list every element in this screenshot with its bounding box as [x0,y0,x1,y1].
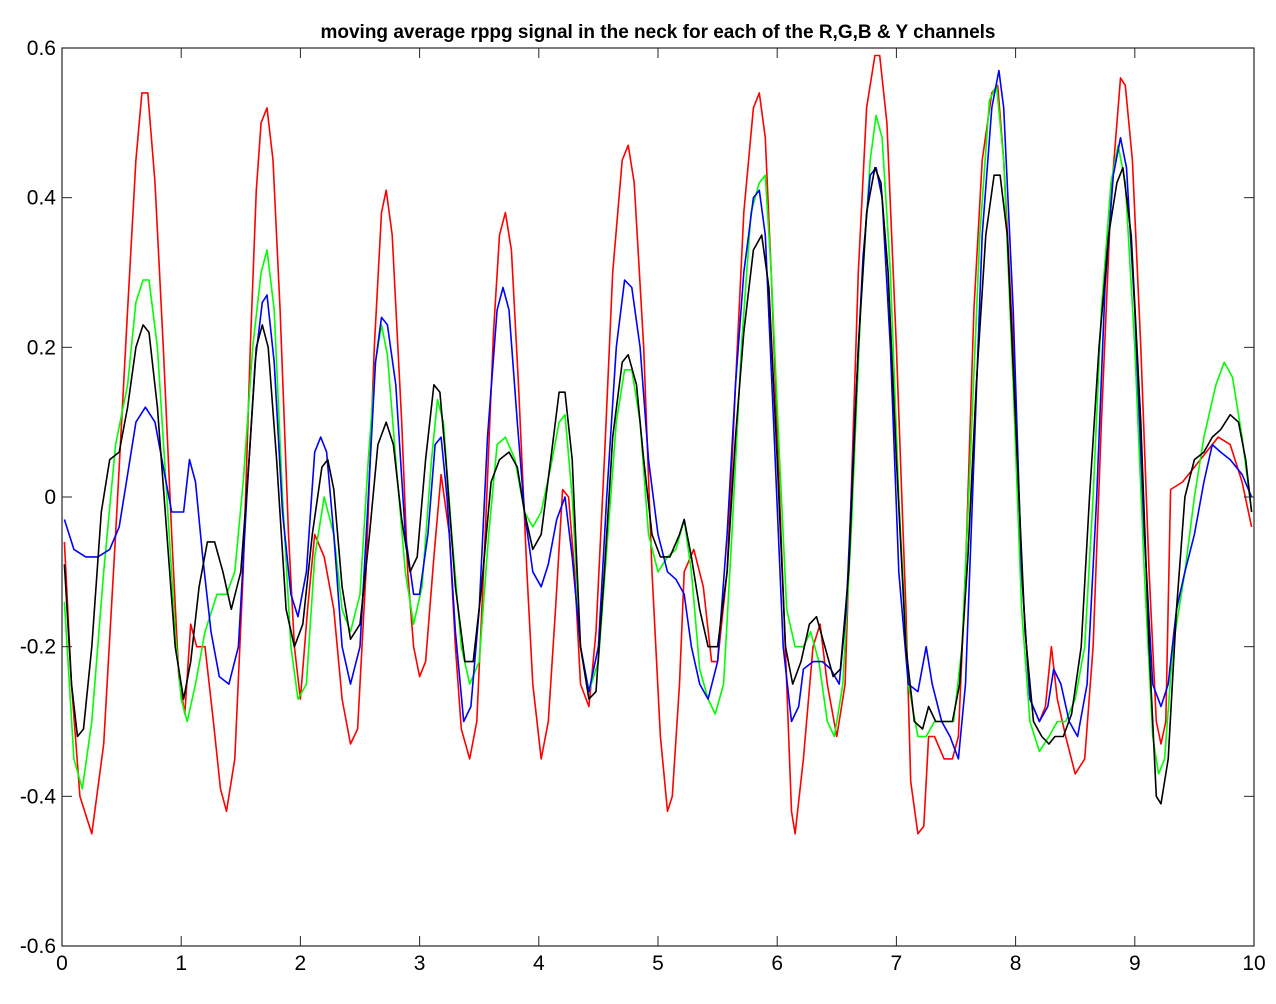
series-line-3 [63,166,1253,805]
y-tick-label: -0.6 [20,935,56,958]
x-tick-label: 6 [771,952,783,975]
x-tick-label: 2 [295,952,307,975]
plot-frame [61,47,1255,947]
y-tick-label: 0.4 [27,187,57,210]
y-tick-label: -0.2 [20,636,56,659]
series-line-2 [63,69,1253,760]
x-tick-label: 9 [1129,952,1141,975]
x-tick-label: 0 [56,952,68,975]
y-tick-label: 0.2 [27,336,56,359]
x-tick-label: 7 [891,952,903,975]
x-tick-label: 5 [652,952,664,975]
y-tick-label: -0.4 [20,785,57,808]
series-line-0 [63,54,1253,835]
chart-title: moving average rppg signal in the neck f… [320,22,996,43]
x-tick-label: 8 [1010,952,1022,975]
x-tick-label: 4 [533,952,545,975]
axes [61,47,1255,947]
y-tick-label: 0.6 [27,37,56,60]
x-tick-label: 1 [175,952,187,975]
ticks: 0 1 2 3 4 5 6 7 8 9 10 -0.6 -0.4 -0.2 0 0.2 0.4 0.6 [20,37,1266,975]
x-tick-label: 3 [414,952,426,975]
y-tick-label: 0 [44,486,56,509]
x-tick-label: 10 [1242,952,1265,975]
series-layer [63,54,1253,835]
